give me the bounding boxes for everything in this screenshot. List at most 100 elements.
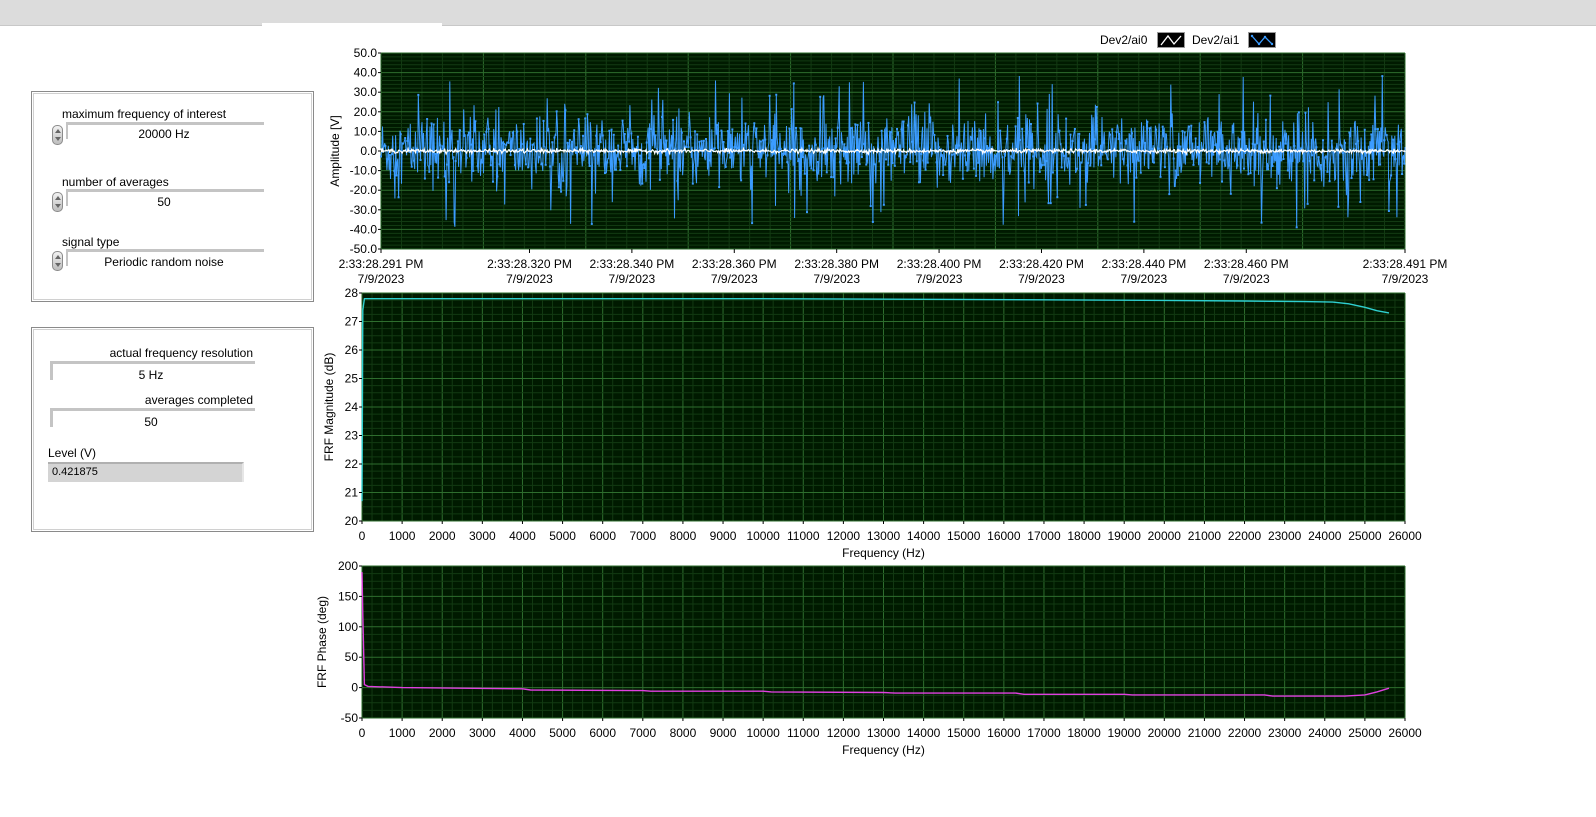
- data-point: [1396, 143, 1399, 146]
- data-point: [724, 165, 727, 168]
- data-point: [1207, 162, 1210, 165]
- data-point: [953, 153, 956, 156]
- data-point: [1383, 139, 1386, 142]
- data-point: [652, 133, 655, 136]
- legend-ai1-swatch[interactable]: [1248, 32, 1276, 48]
- data-point: [1122, 158, 1125, 161]
- data-point: [399, 133, 402, 136]
- signal-type-spinner[interactable]: [52, 251, 63, 271]
- data-point: [1258, 148, 1261, 151]
- data-point: [876, 149, 879, 152]
- data-point: [827, 148, 830, 151]
- max-frequency-value: 20000 Hz: [138, 127, 190, 141]
- data-point: [704, 137, 707, 140]
- data-point: [1141, 139, 1144, 142]
- data-point: [1379, 163, 1382, 166]
- data-point: [1341, 152, 1344, 155]
- number-of-averages-input[interactable]: [66, 189, 264, 206]
- data-point: [1203, 121, 1206, 124]
- data-point: [1032, 155, 1035, 158]
- data-point: [1308, 159, 1311, 162]
- data-point: [766, 154, 769, 157]
- data-point: [546, 129, 549, 132]
- data-point: [946, 134, 949, 137]
- data-point: [1095, 105, 1098, 108]
- data-point: [384, 144, 387, 147]
- data-point: [1403, 162, 1406, 165]
- data-point: [1106, 158, 1109, 161]
- data-point: [612, 133, 615, 136]
- data-point: [661, 116, 664, 119]
- data-point: [816, 161, 819, 164]
- data-point: [819, 95, 822, 98]
- data-point: [1361, 150, 1364, 153]
- data-point: [784, 152, 787, 155]
- x-tick-time: 2:33:28.340 PM: [590, 257, 675, 271]
- number-of-averages-spinner[interactable]: [52, 192, 63, 212]
- data-point: [645, 141, 648, 144]
- data-point: [1297, 111, 1300, 114]
- data-point: [1365, 173, 1368, 176]
- data-point: [1293, 144, 1296, 147]
- x-tick-label: 20000: [1148, 726, 1182, 740]
- max-frequency-spinner[interactable]: [52, 125, 63, 145]
- data-point: [904, 156, 907, 159]
- data-point: [924, 168, 927, 171]
- data-point: [395, 174, 398, 177]
- data-point: [467, 131, 470, 134]
- data-point: [1043, 163, 1046, 166]
- y-axis-label: FRF Phase (deg): [315, 596, 329, 688]
- data-point: [773, 152, 776, 155]
- series-ai1-line: [380, 75, 1406, 228]
- data-point: [1126, 164, 1129, 167]
- data-point: [617, 144, 620, 147]
- legend-ai0-swatch[interactable]: [1157, 32, 1185, 48]
- x-tick-label: 3000: [469, 529, 496, 543]
- data-point: [500, 141, 503, 144]
- x-tick-label: 20000: [1148, 529, 1182, 543]
- data-point: [478, 149, 481, 152]
- data-point: [814, 143, 817, 146]
- y-tick-label: 10.0: [354, 124, 378, 138]
- data-point: [751, 222, 754, 225]
- data-point: [491, 180, 494, 183]
- data-point: [562, 179, 565, 182]
- data-point: [1304, 111, 1307, 114]
- y-tick-label: -40.0: [350, 222, 378, 236]
- data-point: [516, 130, 519, 133]
- signal-type-ring[interactable]: [66, 249, 264, 266]
- x-tick-date: 7/9/2023: [1018, 272, 1065, 286]
- data-point: [836, 126, 839, 129]
- x-tick-label: 10000: [746, 726, 780, 740]
- data-point: [423, 177, 426, 180]
- data-point: [476, 165, 479, 168]
- data-point: [621, 119, 624, 122]
- data-point: [1190, 124, 1193, 127]
- data-point: [397, 196, 400, 199]
- data-point: [849, 127, 852, 130]
- data-point: [1071, 140, 1074, 143]
- plot-legend[interactable]: Dev2/ai0 Dev2/ai1: [1100, 32, 1280, 50]
- max-frequency-input[interactable]: [66, 122, 264, 139]
- legend-ai1-label: Dev2/ai1: [1192, 33, 1240, 47]
- x-tick-label: 6000: [589, 726, 616, 740]
- data-point: [939, 148, 942, 151]
- data-point: [715, 124, 718, 127]
- x-tick-label: 6000: [589, 529, 616, 543]
- data-point: [443, 175, 446, 178]
- x-tick-date: 7/9/2023: [1382, 272, 1429, 286]
- grid: [361, 292, 1406, 522]
- data-point: [625, 165, 628, 168]
- data-point: [1363, 128, 1366, 131]
- data-point: [505, 143, 508, 146]
- data-point: [825, 171, 828, 174]
- data-point: [632, 155, 635, 158]
- data-point: [1051, 171, 1054, 174]
- data-point: [997, 101, 1000, 104]
- data-point: [382, 150, 385, 153]
- data-point: [1357, 140, 1360, 143]
- data-point: [975, 174, 978, 177]
- data-point: [1253, 143, 1256, 146]
- data-point: [885, 158, 888, 161]
- data-point: [1370, 133, 1373, 136]
